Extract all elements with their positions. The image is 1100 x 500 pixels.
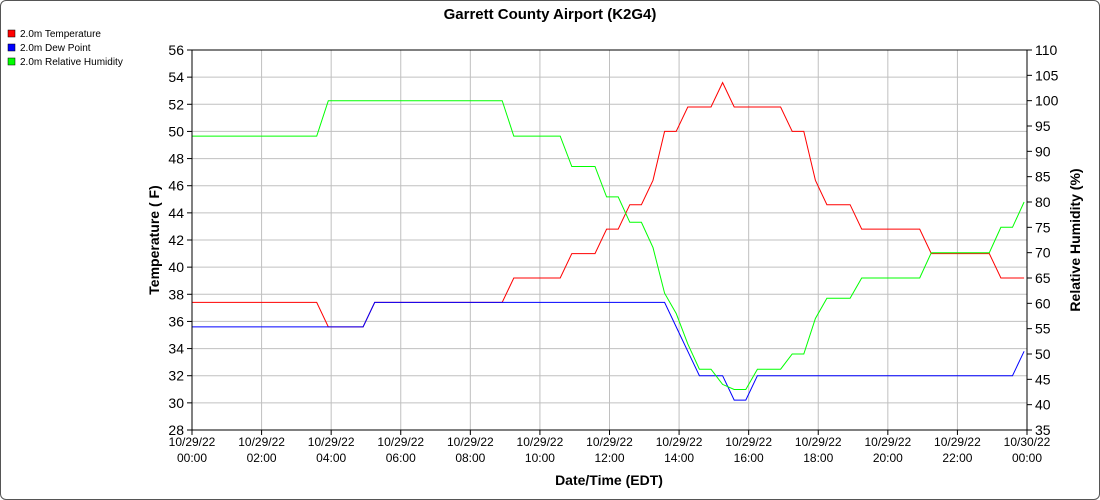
- y2-tick-label: 50: [1035, 346, 1051, 362]
- y2-tick-label: 70: [1035, 245, 1051, 261]
- dew-point-series-line: [192, 301, 1025, 401]
- x-tick-label-date: 10/29/22: [795, 435, 842, 449]
- y-tick-label: 52: [168, 96, 184, 112]
- legend-swatch-relative-humidity: [7, 57, 16, 66]
- temperature-series-line: [192, 81, 1025, 328]
- x-tick-label-time: 20:00: [873, 451, 903, 465]
- x-tick-label-date: 10/29/22: [447, 435, 494, 449]
- x-tick-label-date: 10/29/22: [169, 435, 216, 449]
- y-tick-label: 46: [168, 178, 184, 194]
- y-tick-label: 30: [168, 395, 184, 411]
- x-axis-label: Date/Time (EDT): [555, 472, 663, 488]
- y2-tick-label: 75: [1035, 219, 1051, 235]
- y-tick-label: 44: [168, 205, 184, 221]
- legend-label-dew-point: 2.0m Dew Point: [20, 43, 91, 54]
- y2-tick-label: 65: [1035, 270, 1051, 286]
- x-tick-label-date: 10/29/22: [864, 435, 911, 449]
- left-axis-ticks: 28 30 32 34 36 38 40 42 44 46 48 50 52 54 56: [168, 42, 192, 438]
- x-tick-label-date: 10/29/22: [517, 435, 564, 449]
- series-lines: [192, 81, 1025, 401]
- x-tick-label-date: 10/29/22: [308, 435, 355, 449]
- x-tick-label-date: 10/29/22: [656, 435, 703, 449]
- x-tick-label-time: 22:00: [942, 451, 972, 465]
- x-tick-label-date: 10/29/22: [934, 435, 981, 449]
- x-tick-label-time: 12:00: [594, 451, 624, 465]
- y2-tick-label: 45: [1035, 371, 1051, 387]
- y-tick-label: 48: [168, 151, 184, 167]
- relative-humidity-series-line: [192, 100, 1025, 390]
- x-tick-label-date: 10/30/22: [1004, 435, 1051, 449]
- y2-tick-label: 35: [1035, 422, 1051, 438]
- y-tick-label: 32: [168, 368, 184, 384]
- x-tick-label-time: 00:00: [177, 451, 207, 465]
- legend: 2.0m Temperature 2.0m Dew Point 2.0m Rel…: [7, 29, 123, 68]
- y-tick-label: 36: [168, 313, 184, 329]
- x-tick-label-time: 10:00: [525, 451, 555, 465]
- x-tick-label-date: 10/29/22: [377, 435, 424, 449]
- x-tick-label-date: 10/29/22: [238, 435, 285, 449]
- chart-title: Garrett County Airport (K2G4): [444, 6, 657, 23]
- y2-tick-label: 100: [1035, 93, 1059, 109]
- right-axis-ticks: 35 40 45 50 55 60 65 70 75 80 85 90 95 100 105 110: [1027, 42, 1059, 438]
- y-tick-label: 56: [168, 42, 184, 58]
- y2-tick-label: 90: [1035, 143, 1051, 159]
- y2-tick-label: 60: [1035, 295, 1051, 311]
- y-tick-label: 34: [168, 341, 184, 357]
- x-tick-label-time: 04:00: [316, 451, 346, 465]
- y2-tick-label: 55: [1035, 321, 1051, 337]
- y-tick-label: 42: [168, 232, 184, 248]
- y2-tick-label: 110: [1035, 42, 1058, 58]
- x-tick-label-time: 14:00: [664, 451, 694, 465]
- x-axis-ticks: 10/29/22 00:00 10/29/22 02:00 10/29/22 04:00 1…: [169, 430, 1051, 465]
- legend-swatch-dew-point: [7, 43, 16, 52]
- x-tick-label-time: 00:00: [1012, 451, 1042, 465]
- y-tick-label: 38: [168, 286, 184, 302]
- x-tick-label-time: 02:00: [247, 451, 277, 465]
- y2-axis-label: Relative Humidity (%): [1067, 168, 1083, 311]
- legend-label-relative-humidity: 2.0m Relative Humidity: [20, 57, 123, 68]
- y2-tick-label: 105: [1035, 67, 1059, 83]
- x-tick-label-time: 06:00: [386, 451, 416, 465]
- y-axis-label: Temperature ( F): [146, 185, 162, 294]
- legend-swatch-temperature: [7, 29, 16, 38]
- y-tick-label: 50: [168, 123, 184, 139]
- y2-tick-label: 85: [1035, 169, 1051, 185]
- x-tick-label-time: 18:00: [803, 451, 833, 465]
- x-tick-label-time: 08:00: [455, 451, 485, 465]
- x-tick-label-date: 10/29/22: [586, 435, 633, 449]
- y-tick-label: 40: [168, 259, 184, 275]
- y2-tick-label: 40: [1035, 397, 1051, 413]
- y-tick-label: 28: [168, 422, 184, 438]
- y2-tick-label: 80: [1035, 194, 1051, 210]
- y-tick-label: 54: [168, 69, 184, 85]
- x-tick-label-date: 10/29/22: [725, 435, 772, 449]
- y2-tick-label: 95: [1035, 118, 1051, 134]
- x-tick-label-time: 16:00: [734, 451, 764, 465]
- legend-label-temperature: 2.0m Temperature: [20, 29, 101, 40]
- grid: [191, 49, 1028, 431]
